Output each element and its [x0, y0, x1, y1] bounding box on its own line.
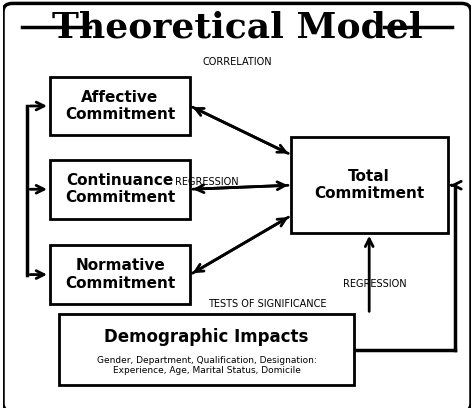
Text: REGRESSION: REGRESSION — [175, 177, 238, 187]
Text: Gender, Department, Qualification, Designation:
Experience, Age, Marital Status,: Gender, Department, Qualification, Desig… — [97, 356, 317, 375]
Text: Theoretical Model: Theoretical Model — [52, 11, 422, 45]
FancyBboxPatch shape — [291, 137, 447, 233]
Text: CORRELATION: CORRELATION — [202, 57, 272, 67]
Text: TESTS OF SIGNIFICANCE: TESTS OF SIGNIFICANCE — [208, 299, 327, 309]
Text: Continuance
Commitment: Continuance Commitment — [65, 173, 175, 205]
FancyBboxPatch shape — [59, 314, 354, 385]
Text: Normative
Commitment: Normative Commitment — [65, 258, 175, 291]
FancyBboxPatch shape — [50, 76, 190, 135]
Text: REGRESSION: REGRESSION — [343, 279, 407, 289]
FancyBboxPatch shape — [50, 245, 190, 304]
FancyBboxPatch shape — [3, 3, 471, 409]
Text: Affective
Commitment: Affective Commitment — [65, 90, 175, 122]
FancyBboxPatch shape — [50, 160, 190, 219]
Text: Total
Commitment: Total Commitment — [314, 169, 424, 201]
Text: Demographic Impacts: Demographic Impacts — [104, 328, 309, 346]
